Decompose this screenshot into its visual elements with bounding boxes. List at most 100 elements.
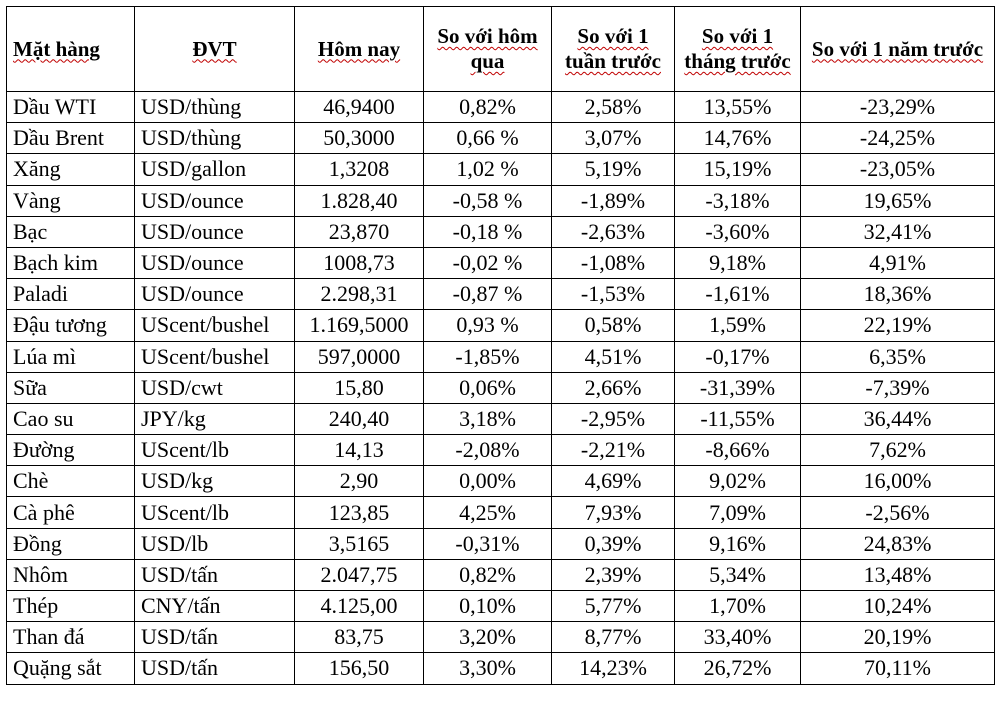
vs-yesterday-cell: -0,02 % <box>423 246 552 280</box>
vs-year-cell: 24,83% <box>800 527 995 560</box>
commodity-cell: Cà phê <box>6 496 135 529</box>
unit-cell: UScent/lb <box>134 434 295 467</box>
unit-cell: USD/tấn <box>134 652 295 685</box>
table-row: Quặng sắt USD/tấn 156,50 3,30% 14,23% 26,72% 7… <box>6 652 995 685</box>
vs-year-cell: 32,41% <box>800 215 995 248</box>
vs-month-cell: 7,09% <box>674 496 801 529</box>
vs-month-cell: 1,70% <box>674 589 801 623</box>
today-cell: 3,5165 <box>294 527 424 560</box>
vs-month-cell: 9,16% <box>674 527 801 560</box>
commodity-cell: Đậu tương <box>6 309 135 342</box>
vs-month-cell: -1,61% <box>674 278 801 311</box>
unit-cell: USD/ounce <box>134 278 295 311</box>
unit-cell: USD/thùng <box>134 122 295 155</box>
vs-month-cell: 5,34% <box>674 558 801 592</box>
vs-week-cell: -2,21% <box>551 434 675 467</box>
vs-year-cell: -2,56% <box>800 496 995 529</box>
vs-year-cell: 19,65% <box>800 184 995 217</box>
vs-month-cell: 26,72% <box>674 652 801 685</box>
vs-month-cell: 33,40% <box>674 621 801 654</box>
vs-month-cell: 14,76% <box>674 122 801 155</box>
table-row: Đồng USD/lb 3,5165 -0,31% 0,39% 9,16% 24,83% <box>6 527 995 560</box>
commodity-price-table: Mặt hàng ĐVT Hôm nay So với hôm qua So v… <box>6 6 995 685</box>
commodity-cell: Than đá <box>6 621 135 654</box>
vs-month-cell: -11,55% <box>674 402 801 436</box>
unit-cell: USD/tấn <box>134 621 295 654</box>
vs-week-cell: 2,39% <box>551 558 675 592</box>
vs-week-cell: -2,95% <box>551 402 675 436</box>
commodity-cell: Paladi <box>6 278 135 311</box>
vs-year-cell: 16,00% <box>800 465 995 498</box>
unit-cell: UScent/lb <box>134 496 295 529</box>
table-row: Đậu tương UScent/bushel 1.169,5000 0,93 % 0,… <box>6 309 995 342</box>
today-cell: 1008,73 <box>294 246 424 280</box>
vs-year-cell: -23,29% <box>800 90 995 124</box>
vs-year-cell: 70,11% <box>800 652 995 685</box>
vs-year-cell: -23,05% <box>800 153 995 186</box>
vs-yesterday-cell: 3,20% <box>423 621 552 654</box>
table-row: Cao su JPY/kg 240,40 3,18% -2,95% -11,55% 36,4… <box>6 402 995 436</box>
unit-cell: USD/cwt <box>134 371 295 404</box>
unit-cell: USD/lb <box>134 527 295 560</box>
vs-year-cell: 6,35% <box>800 340 995 373</box>
vs-yesterday-cell: 3,30% <box>423 652 552 685</box>
vs-month-cell: -3,60% <box>674 215 801 248</box>
today-cell: 83,75 <box>294 621 424 654</box>
vs-month-cell: 1,59% <box>674 309 801 342</box>
today-cell: 1.169,5000 <box>294 309 424 342</box>
vs-yesterday-cell: -0,87 % <box>423 278 552 311</box>
vs-year-cell: 10,24% <box>800 589 995 623</box>
header-today: Hôm nay <box>294 6 424 92</box>
vs-yesterday-cell: 0,06% <box>423 371 552 404</box>
unit-cell: USD/ounce <box>134 215 295 248</box>
table-row: Nhôm USD/tấn 2.047,75 0,82% 2,39% 5,34% 13,48% <box>6 558 995 592</box>
vs-yesterday-cell: -0,31% <box>423 527 552 560</box>
vs-week-cell: 4,69% <box>551 465 675 498</box>
today-cell: 156,50 <box>294 652 424 685</box>
vs-yesterday-cell: -0,58 % <box>423 184 552 217</box>
commodity-cell: Quặng sắt <box>6 652 135 685</box>
today-cell: 23,870 <box>294 215 424 248</box>
commodity-cell: Nhôm <box>6 558 135 592</box>
vs-week-cell: -1,53% <box>551 278 675 311</box>
commodity-cell: Lúa mì <box>6 340 135 373</box>
vs-year-cell: -24,25% <box>800 122 995 155</box>
vs-week-cell: -1,08% <box>551 246 675 280</box>
today-cell: 46,9400 <box>294 90 424 124</box>
vs-year-cell: 7,62% <box>800 434 995 467</box>
commodity-cell: Sữa <box>6 371 135 404</box>
vs-year-cell: 20,19% <box>800 621 995 654</box>
commodity-cell: Bạc <box>6 215 135 248</box>
unit-cell: JPY/kg <box>134 402 295 436</box>
unit-cell: USD/ounce <box>134 246 295 280</box>
today-cell: 2.047,75 <box>294 558 424 592</box>
vs-yesterday-cell: 0,82% <box>423 558 552 592</box>
vs-week-cell: 2,58% <box>551 90 675 124</box>
table-header: Mặt hàng ĐVT Hôm nay So với hôm qua So v… <box>6 6 995 92</box>
table-row: Paladi USD/ounce 2.298,31 -0,87 % -1,53% -1,6… <box>6 278 995 311</box>
vs-yesterday-cell: -0,18 % <box>423 215 552 248</box>
vs-yesterday-cell: 0,93 % <box>423 309 552 342</box>
table-row: Dầu Brent USD/thùng 50,3000 0,66 % 3,07% 14,7… <box>6 122 995 155</box>
vs-month-cell: 9,18% <box>674 246 801 280</box>
vs-week-cell: -1,89% <box>551 184 675 217</box>
vs-yesterday-cell: 1,02 % <box>423 153 552 186</box>
vs-yesterday-cell: 0,10% <box>423 589 552 623</box>
vs-yesterday-cell: 3,18% <box>423 402 552 436</box>
vs-year-cell: 36,44% <box>800 402 995 436</box>
table-row: Chè USD/kg 2,90 0,00% 4,69% 9,02% 16,00% <box>6 465 995 498</box>
vs-year-cell: 4,91% <box>800 246 995 280</box>
commodity-cell: Thép <box>6 589 135 623</box>
table-row: Than đá USD/tấn 83,75 3,20% 8,77% 33,40% 20,19… <box>6 621 995 654</box>
today-cell: 123,85 <box>294 496 424 529</box>
table-row: Dầu WTI USD/thùng 46,9400 0,82% 2,58% 13,55% -… <box>6 90 995 124</box>
vs-week-cell: 14,23% <box>551 652 675 685</box>
vs-week-cell: 0,58% <box>551 309 675 342</box>
header-vs-1-year: So với 1 năm trước <box>800 6 995 92</box>
unit-cell: UScent/bushel <box>134 309 295 342</box>
today-cell: 4.125,00 <box>294 589 424 623</box>
vs-month-cell: -3,18% <box>674 184 801 217</box>
table-row: Bạch kim USD/ounce 1008,73 -0,02 % -1,08% 9,1… <box>6 246 995 280</box>
commodity-cell: Đường <box>6 434 135 467</box>
commodity-cell: Đồng <box>6 527 135 560</box>
